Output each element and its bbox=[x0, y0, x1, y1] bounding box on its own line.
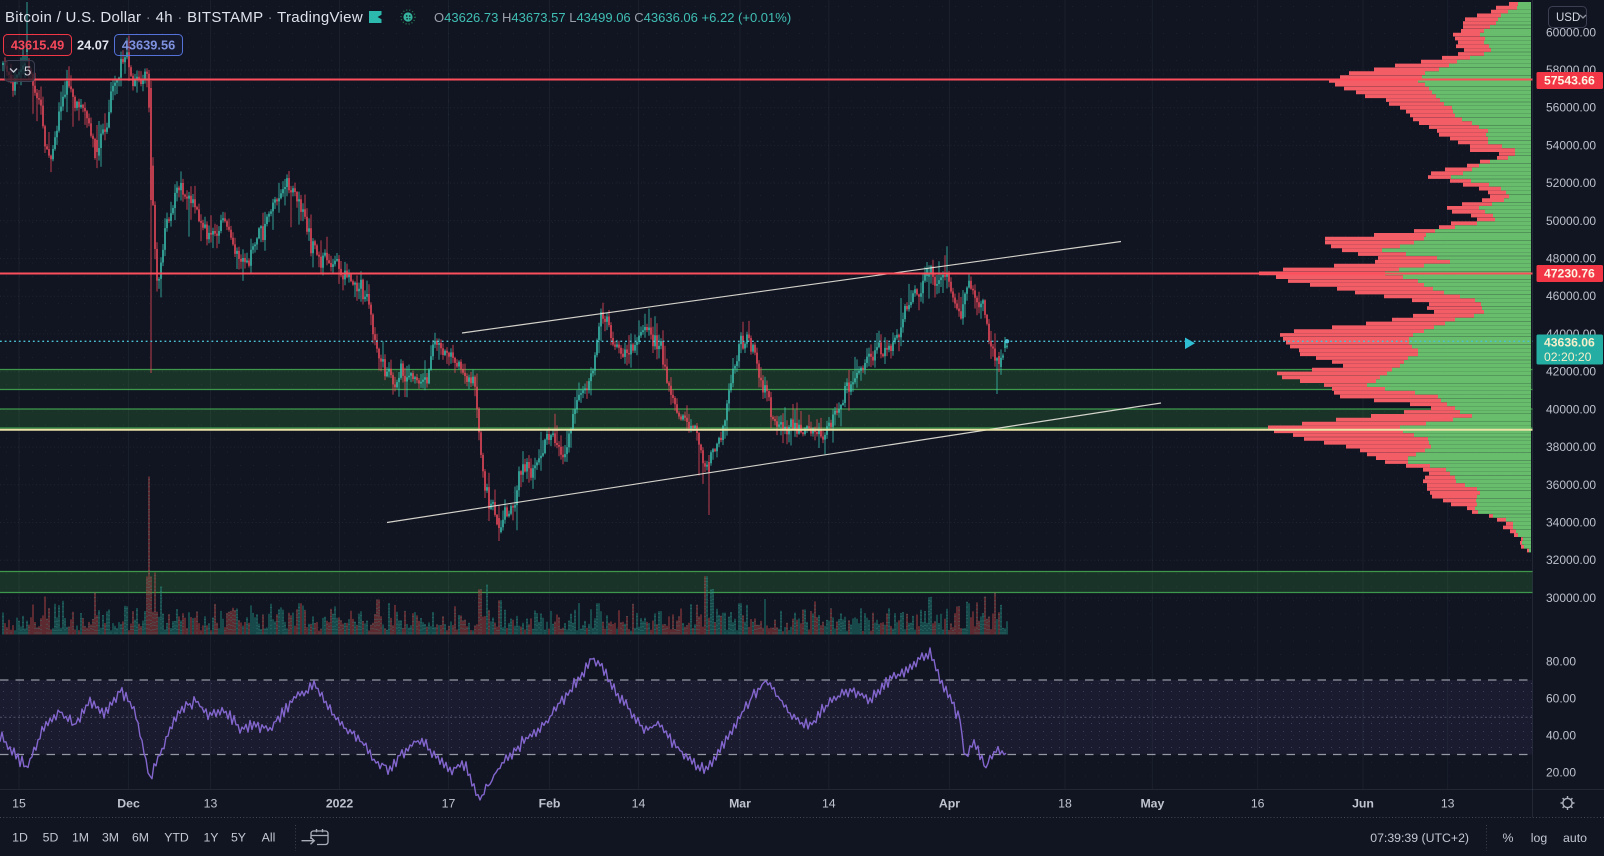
svg-text:34000.00: 34000.00 bbox=[1546, 516, 1596, 530]
svg-text:2022: 2022 bbox=[326, 797, 354, 811]
svg-text:47230.76: 47230.76 bbox=[1544, 267, 1595, 281]
svg-text:54000.00: 54000.00 bbox=[1546, 138, 1596, 152]
svg-text:14: 14 bbox=[632, 797, 646, 811]
svg-text:5: 5 bbox=[24, 64, 31, 79]
svg-text:1D: 1D bbox=[12, 831, 28, 845]
svg-text:1Y: 1Y bbox=[203, 831, 218, 845]
svg-text:O43626.73 H43673.57 L43499.06: O43626.73 H43673.57 L43499.06 C43636.06 … bbox=[434, 10, 791, 25]
svg-text:13: 13 bbox=[204, 797, 218, 811]
svg-text:38000.00: 38000.00 bbox=[1546, 440, 1596, 454]
svg-text:14: 14 bbox=[822, 797, 836, 811]
svg-text:46000.00: 46000.00 bbox=[1546, 289, 1596, 303]
svg-text:80.00: 80.00 bbox=[1546, 655, 1576, 669]
svg-text:42000.00: 42000.00 bbox=[1546, 365, 1596, 379]
svg-text:52000.00: 52000.00 bbox=[1546, 176, 1596, 190]
svg-text:50000.00: 50000.00 bbox=[1546, 214, 1596, 228]
svg-text:20.00: 20.00 bbox=[1546, 766, 1576, 780]
svg-text:5D: 5D bbox=[43, 831, 59, 845]
svg-text:1M: 1M bbox=[72, 831, 89, 845]
svg-text:60.00: 60.00 bbox=[1546, 692, 1576, 706]
svg-text:USD: USD bbox=[1556, 12, 1580, 24]
svg-text:02:20:20: 02:20:20 bbox=[1544, 350, 1592, 364]
svg-text:16: 16 bbox=[1251, 797, 1265, 811]
svg-text:48000.00: 48000.00 bbox=[1546, 252, 1596, 266]
svg-text:6M: 6M bbox=[132, 831, 149, 845]
svg-text:43639.56: 43639.56 bbox=[122, 38, 175, 53]
svg-text:Jun: Jun bbox=[1352, 797, 1374, 811]
svg-text:40.00: 40.00 bbox=[1546, 729, 1576, 743]
svg-text:24.07: 24.07 bbox=[77, 38, 109, 53]
svg-text:Apr: Apr bbox=[939, 797, 960, 811]
svg-text:5Y: 5Y bbox=[231, 831, 246, 845]
svg-text:auto: auto bbox=[1563, 831, 1587, 845]
svg-text:YTD: YTD bbox=[164, 831, 189, 845]
svg-text:Feb: Feb bbox=[539, 797, 561, 811]
svg-text:30000.00: 30000.00 bbox=[1546, 591, 1596, 605]
svg-text:40000.00: 40000.00 bbox=[1546, 402, 1596, 416]
svg-text:60000.00: 60000.00 bbox=[1546, 25, 1596, 39]
svg-text:Dec: Dec bbox=[117, 797, 140, 811]
svg-text:May: May bbox=[1140, 797, 1164, 811]
svg-text:57543.66: 57543.66 bbox=[1544, 74, 1595, 88]
svg-text:43636.06: 43636.06 bbox=[1544, 336, 1595, 350]
svg-text:17: 17 bbox=[442, 797, 456, 811]
svg-text:13: 13 bbox=[1441, 797, 1455, 811]
svg-text:log: log bbox=[1531, 831, 1548, 845]
svg-text:Mar: Mar bbox=[729, 797, 751, 811]
svg-text:Bitcoin / U.S. Dollar · 4h · B: Bitcoin / U.S. Dollar · 4h · BITSTAMP · … bbox=[5, 9, 363, 26]
svg-text:56000.00: 56000.00 bbox=[1546, 101, 1596, 115]
svg-text:32000.00: 32000.00 bbox=[1546, 553, 1596, 567]
svg-text:36000.00: 36000.00 bbox=[1546, 478, 1596, 492]
svg-text:15: 15 bbox=[12, 797, 26, 811]
svg-text:18: 18 bbox=[1058, 797, 1072, 811]
svg-text:43615.49: 43615.49 bbox=[11, 38, 64, 53]
svg-text:07:39:39 (UTC+2): 07:39:39 (UTC+2) bbox=[1370, 831, 1469, 845]
svg-text:All: All bbox=[262, 831, 276, 845]
svg-text:%: % bbox=[1503, 831, 1514, 845]
svg-text:3M: 3M bbox=[102, 831, 119, 845]
